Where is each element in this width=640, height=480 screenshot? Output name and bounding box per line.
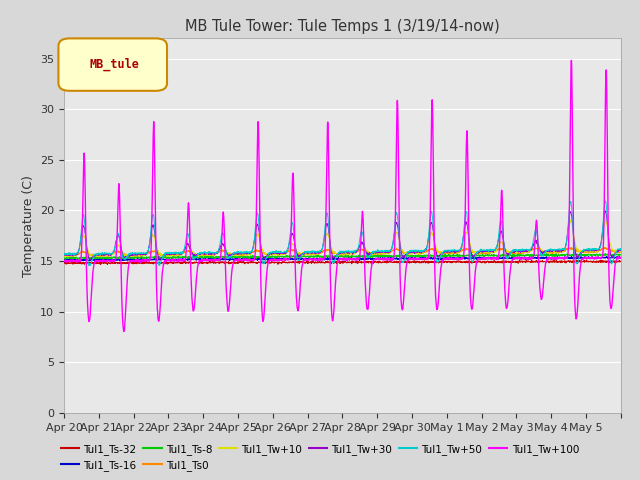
Y-axis label: Temperature (C): Temperature (C) xyxy=(22,175,35,276)
Title: MB Tule Tower: Tule Temps 1 (3/19/14-now): MB Tule Tower: Tule Temps 1 (3/19/14-now… xyxy=(185,20,500,35)
Text: MB_tule: MB_tule xyxy=(89,57,139,71)
FancyBboxPatch shape xyxy=(58,38,167,91)
Legend: Tul1_Ts-32, Tul1_Ts-16, Tul1_Ts-8, Tul1_Ts0, Tul1_Tw+10, Tul1_Tw+30, Tul1_Tw+50,: Tul1_Ts-32, Tul1_Ts-16, Tul1_Ts-8, Tul1_… xyxy=(56,439,583,475)
